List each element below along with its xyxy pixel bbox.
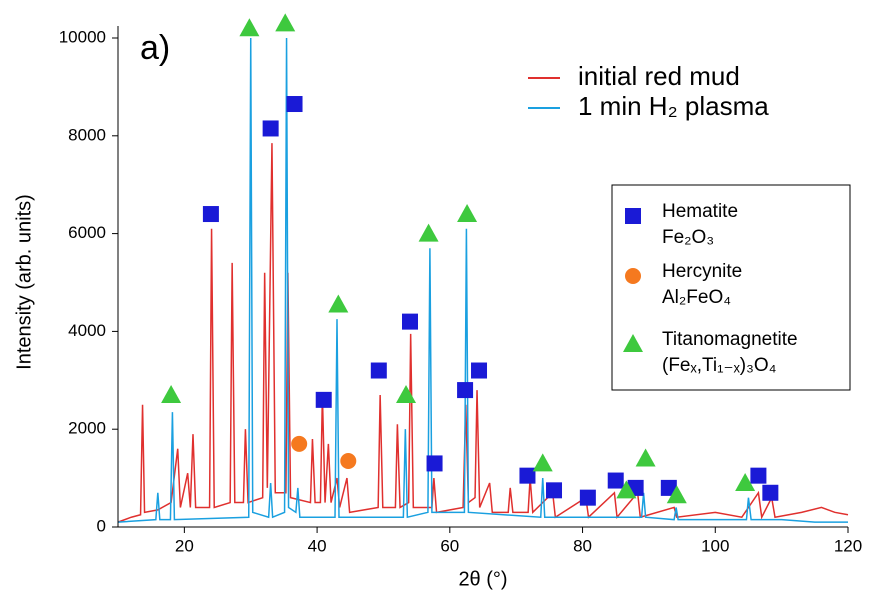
marker-square [202,206,219,223]
marker-triangle [328,294,349,313]
legend-phase-formula: (Feₓ,Ti₁₋ₓ)₃O₄ [662,355,777,376]
legend-phase-name: Titanomagnetite [662,329,798,350]
marker-triangle [666,485,687,504]
legend-marker [623,334,643,352]
marker-triangle [735,472,756,491]
legend-phase-formula: Fe₂O₃ [662,227,714,248]
marker-triangle [418,223,439,242]
marker-square [262,120,279,137]
marker-square [286,96,303,113]
series-line [118,37,848,523]
marker-square [315,391,332,408]
y-tick-label: 4000 [68,321,106,340]
marker-square [426,455,443,472]
marker-circle [340,452,357,469]
marker-square [607,472,624,489]
panel-label: a) [140,29,170,67]
y-tick-label: 0 [97,516,106,535]
marker-square [519,467,536,484]
y-tick-label: 6000 [68,223,106,242]
marker-square [457,382,474,399]
legend-marker [625,268,641,284]
x-tick-label: 120 [834,536,862,555]
x-tick-label: 20 [175,536,194,555]
marker-square [471,362,488,379]
marker-square [579,489,596,506]
marker-square [370,362,387,379]
marker-triangle [457,204,478,223]
marker-triangle [396,384,417,403]
marker-triangle [275,13,296,32]
x-tick-label: 60 [440,536,459,555]
y-axis-label: Intensity (arb. units) [13,194,35,370]
y-tick-label: 2000 [68,419,106,438]
marker-square [402,313,418,330]
y-tick-label: 10000 [59,27,106,46]
legend-label: 1 min H₂ plasma [578,91,769,121]
y-tick-label: 8000 [68,125,106,144]
marker-circle [291,435,308,452]
marker-square [762,484,779,501]
marker-square [750,467,767,484]
legend-marker [625,208,641,224]
marker-triangle [532,453,553,472]
series-line [118,143,849,523]
marker-triangle [635,448,656,467]
marker-square [546,482,563,499]
marker-triangle [161,384,182,403]
phase-legend-box [611,184,851,391]
x-tick-label: 40 [308,536,327,555]
legend-label: initial red mud [578,61,740,91]
marker-square [660,479,677,496]
x-tick-label: 100 [701,536,729,555]
legend-phase-formula: Al₂FeO₄ [662,287,731,308]
marker-triangle [239,18,260,37]
x-axis-label: 2θ (°) [458,568,507,590]
legend-phase-name: Hercynite [662,261,742,282]
x-tick-label: 80 [573,536,592,555]
marker-triangle [616,480,637,499]
legend-phase-name: Hematite [662,201,738,222]
